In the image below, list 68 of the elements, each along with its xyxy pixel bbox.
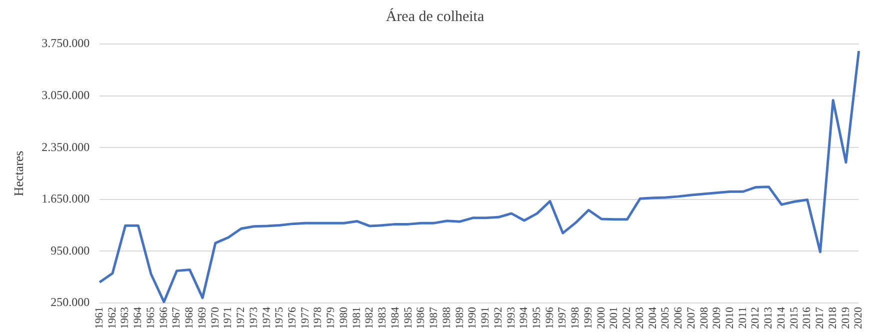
x-tick-label: 2014 bbox=[775, 306, 788, 329]
x-tick-label: 1972 bbox=[235, 307, 248, 329]
x-tick-label: 2018 bbox=[826, 306, 839, 329]
x-tick-label: 1967 bbox=[170, 306, 183, 329]
x-tick-label: 1996 bbox=[544, 306, 556, 329]
x-tick-label: 2001 bbox=[608, 307, 620, 329]
x-tick-label: 1968 bbox=[184, 306, 196, 329]
y-tick-label: 3.750.000 bbox=[42, 36, 90, 50]
x-tick-label: 1988 bbox=[440, 306, 453, 329]
x-tick-label: 1979 bbox=[325, 306, 338, 329]
x-tick-label: 2008 bbox=[698, 306, 710, 329]
x-tick-label: 1963 bbox=[119, 306, 132, 329]
x-tick-label: 1977 bbox=[299, 306, 312, 329]
x-tick-label: 2017 bbox=[814, 306, 826, 329]
y-axis-title: Hectares bbox=[11, 150, 26, 196]
x-tick-label: 1986 bbox=[415, 306, 428, 329]
x-tick-label: 2009 bbox=[711, 306, 724, 329]
x-tick-label: 1984 bbox=[389, 306, 402, 329]
x-tick-label: 2003 bbox=[634, 306, 646, 329]
x-tick-label: 1999 bbox=[582, 306, 594, 329]
x-tick-label: 1981 bbox=[350, 307, 363, 329]
x-tick-label: 1982 bbox=[364, 307, 376, 329]
x-tick-label: 1974 bbox=[260, 306, 273, 329]
x-tick-label: 1962 bbox=[106, 307, 118, 329]
x-tick-label: 1964 bbox=[132, 306, 144, 329]
x-tick-label: 1991 bbox=[480, 307, 492, 329]
x-tick-label: 2015 bbox=[788, 306, 800, 329]
x-tick-label: 2016 bbox=[801, 306, 814, 329]
x-tick-label: 1994 bbox=[518, 306, 530, 329]
x-tick-label: 1987 bbox=[428, 306, 440, 329]
x-tick-label: 1983 bbox=[376, 306, 389, 329]
x-tick-label: 2013 bbox=[762, 306, 775, 329]
x-tick-label: 1997 bbox=[556, 306, 569, 329]
x-tick-label: 2011 bbox=[736, 307, 749, 329]
x-tick-label: 1966 bbox=[158, 306, 170, 329]
x-tick-label: 1971 bbox=[222, 307, 234, 329]
x-tick-label: 1969 bbox=[196, 306, 208, 329]
x-tick-label: 2020 bbox=[852, 306, 865, 329]
x-tick-label: 1990 bbox=[466, 306, 479, 329]
x-tick-label: 1992 bbox=[492, 307, 504, 329]
x-tick-label: 2007 bbox=[685, 306, 698, 329]
x-tick-label: 1989 bbox=[454, 306, 466, 329]
y-tick-label: 2.350.000 bbox=[42, 140, 90, 154]
x-tick-label: 1995 bbox=[530, 306, 543, 329]
x-tick-label: 1985 bbox=[402, 306, 414, 329]
x-tick-label: 1998 bbox=[570, 306, 582, 329]
y-tick-label: 250.000 bbox=[50, 295, 90, 310]
chart-title: Área de colheita bbox=[386, 8, 484, 25]
x-tick-label: 2000 bbox=[595, 306, 608, 329]
y-tick-label: 1.650.000 bbox=[42, 192, 90, 206]
x-tick-label: 2019 bbox=[840, 306, 852, 329]
x-tick-label: 2005 bbox=[660, 306, 672, 329]
x-tick-label: 2012 bbox=[750, 307, 762, 329]
x-tick-label: 1976 bbox=[286, 306, 299, 329]
y-tick-label: 950.000 bbox=[50, 243, 90, 258]
y-tick-label: 3.050.000 bbox=[42, 88, 90, 102]
x-tick-label: 1993 bbox=[505, 306, 518, 329]
x-tick-label: 1961 bbox=[93, 307, 106, 329]
x-tick-label: 1970 bbox=[209, 306, 222, 329]
x-tick-label: 1980 bbox=[338, 306, 350, 329]
x-tick-label: 1978 bbox=[312, 306, 324, 329]
x-tick-label: 1965 bbox=[144, 306, 157, 329]
x-tick-label: 2002 bbox=[621, 307, 634, 329]
x-tick-label: 1973 bbox=[248, 306, 260, 329]
x-tick-label: 1975 bbox=[274, 306, 286, 329]
x-tick-label: 2004 bbox=[646, 306, 659, 329]
x-tick-label: 2006 bbox=[672, 306, 685, 329]
x-tick-label: 2010 bbox=[724, 306, 736, 329]
